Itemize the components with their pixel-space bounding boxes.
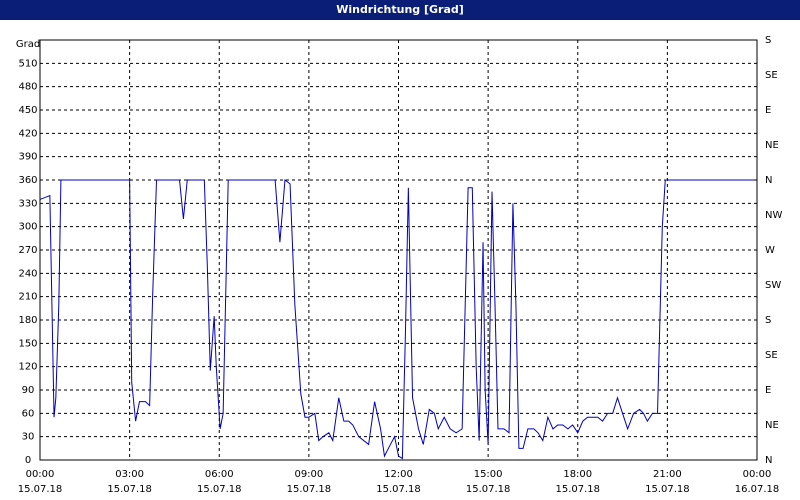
chart-title: Windrichtung [Grad] xyxy=(336,3,464,16)
y2-tick-label: SE xyxy=(765,70,778,81)
x-tick-label: 00:00 xyxy=(743,469,772,480)
x-tick-date: 15.07.18 xyxy=(555,484,600,495)
y2-tick-label: S xyxy=(765,35,771,46)
y-tick-label: 0 xyxy=(25,455,31,466)
y-tick-label: 210 xyxy=(18,292,37,303)
x-tick-label: 12:00 xyxy=(384,469,413,480)
y2-tick-label: NE xyxy=(765,420,779,431)
y-tick-label: 60 xyxy=(22,408,35,419)
y-tick-label: 480 xyxy=(18,82,37,93)
x-tick-label: 00:00 xyxy=(26,469,55,480)
x-tick-date: 15.07.18 xyxy=(466,484,511,495)
y-tick-label: 330 xyxy=(18,198,37,209)
y2-tick-label: SW xyxy=(765,280,781,291)
x-tick-date: 15.07.18 xyxy=(18,484,63,495)
y-tick-label: 30 xyxy=(22,432,35,443)
y-axis-label: Grad xyxy=(16,39,40,50)
x-tick-date: 15.07.18 xyxy=(645,484,690,495)
x-tick-label: 03:00 xyxy=(115,469,144,480)
x-tick-date: 15.07.18 xyxy=(107,484,152,495)
y-tick-label: 360 xyxy=(18,175,37,186)
y-tick-label: 240 xyxy=(18,268,37,279)
x-tick-label: 06:00 xyxy=(205,469,234,480)
y2-tick-label: S xyxy=(765,315,771,326)
y2-tick-label: E xyxy=(765,105,771,116)
y-tick-label: 120 xyxy=(18,362,37,373)
y2-tick-label: SE xyxy=(765,350,778,361)
title-bar xyxy=(0,0,800,20)
x-tick-label: 18:00 xyxy=(563,469,592,480)
y-tick-label: 270 xyxy=(18,245,37,256)
y2-tick-label: N xyxy=(765,455,772,466)
y-tick-label: 450 xyxy=(18,105,37,116)
y2-tick-label: W xyxy=(765,245,775,256)
y2-tick-label: NE xyxy=(765,140,779,151)
data-line xyxy=(39,179,755,460)
y2-tick-label: NW xyxy=(765,210,782,221)
y-tick-label: 90 xyxy=(22,385,35,396)
x-tick-date: 15.07.18 xyxy=(376,484,421,495)
y-tick-label: 390 xyxy=(18,152,37,163)
x-tick-date: 15.07.18 xyxy=(197,484,242,495)
y2-tick-label: N xyxy=(765,175,772,186)
y-tick-label: 180 xyxy=(18,315,37,326)
x-tick-label: 21:00 xyxy=(653,469,682,480)
y2-tick-label: E xyxy=(765,385,771,396)
x-tick-label: 15:00 xyxy=(474,469,503,480)
y-tick-label: 420 xyxy=(18,128,37,139)
y-tick-label: 510 xyxy=(18,58,37,69)
y-tick-label: 300 xyxy=(18,222,37,233)
x-tick-date: 15.07.18 xyxy=(287,484,332,495)
y-tick-label: 150 xyxy=(18,338,37,349)
x-tick-date: 16.07.18 xyxy=(735,484,780,495)
x-tick-label: 09:00 xyxy=(294,469,323,480)
